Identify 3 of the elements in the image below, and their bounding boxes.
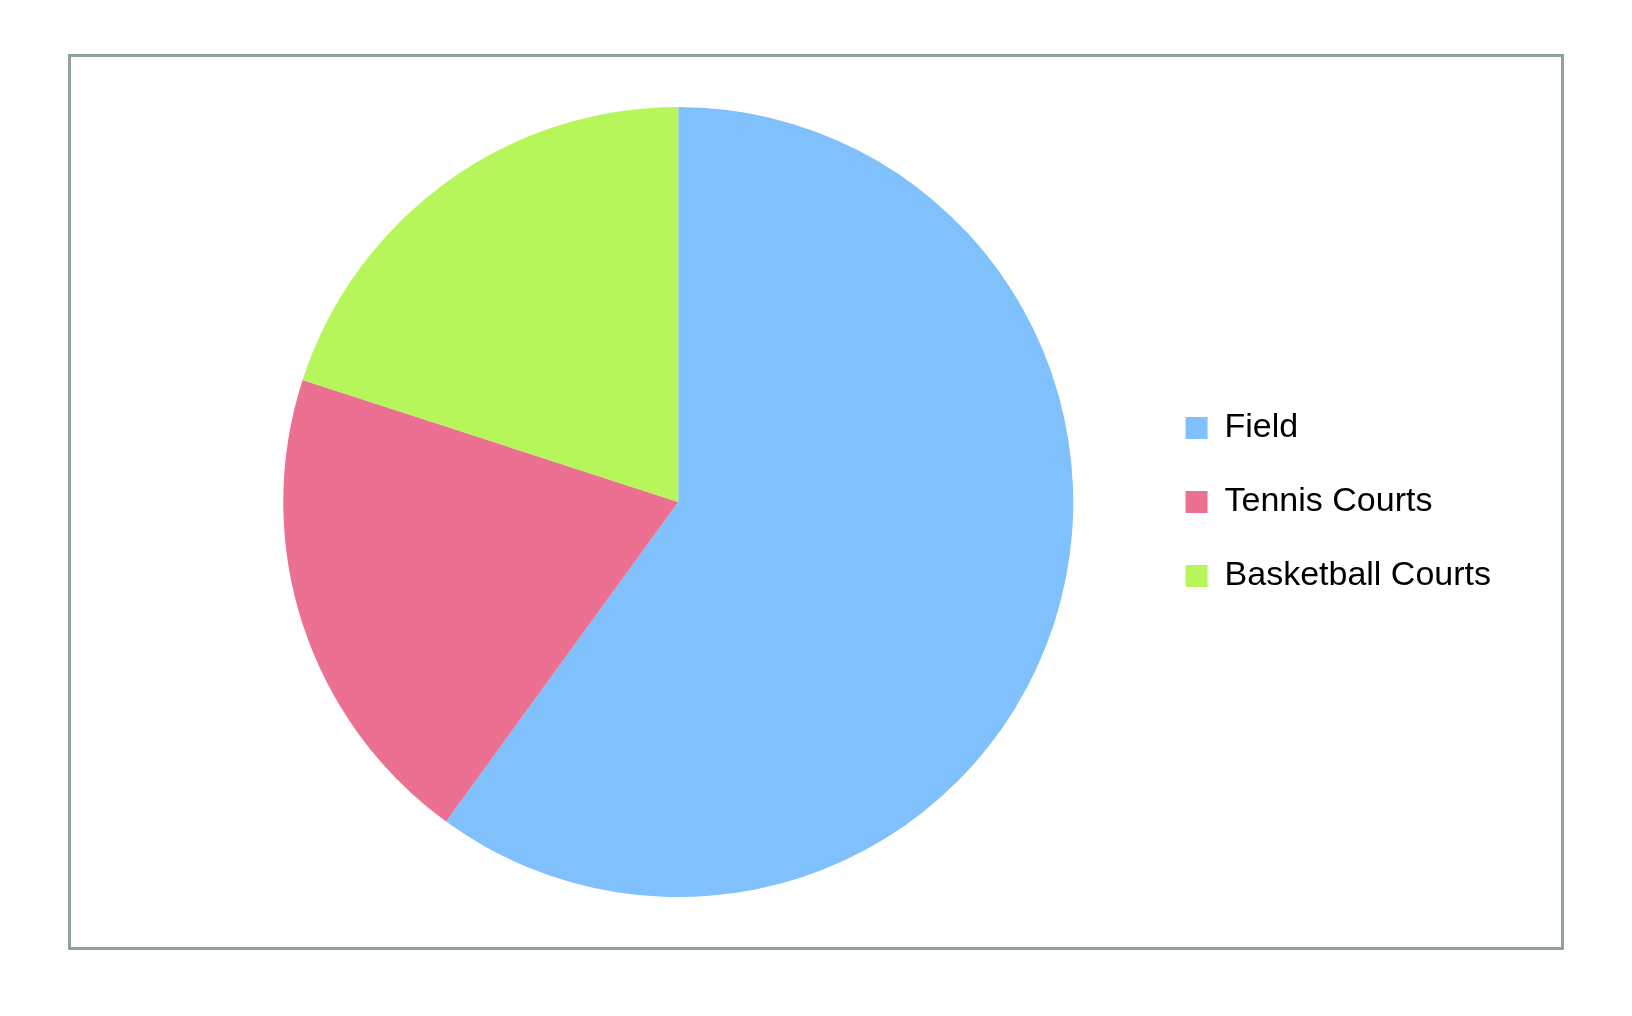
legend-label: Tennis Courts bbox=[1224, 480, 1433, 519]
legend-label: Basketball Courts bbox=[1224, 554, 1492, 593]
legend-label: Field bbox=[1224, 406, 1299, 445]
